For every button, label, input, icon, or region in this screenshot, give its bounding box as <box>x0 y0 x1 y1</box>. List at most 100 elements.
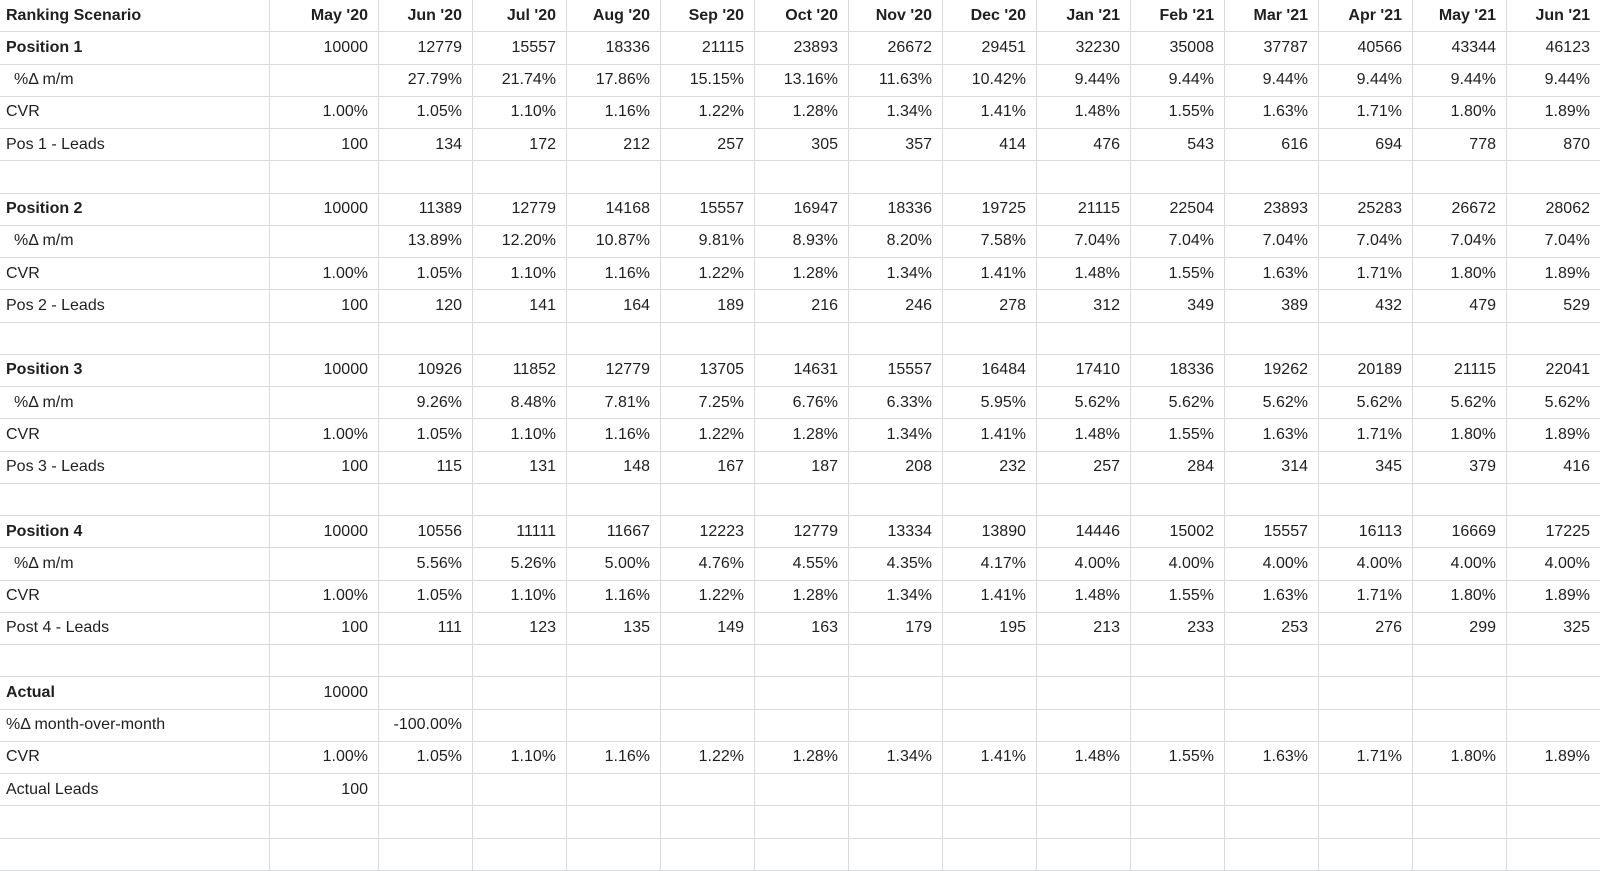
cell[interactable]: 1.28% <box>755 96 849 129</box>
cell[interactable]: 100 <box>270 129 379 162</box>
cell[interactable]: 5.62% <box>1131 387 1225 420</box>
cell[interactable] <box>943 322 1037 355</box>
cell[interactable]: 11389 <box>379 193 473 226</box>
cell[interactable]: 389 <box>1225 290 1319 323</box>
cell[interactable]: 22041 <box>1507 354 1600 387</box>
cell[interactable] <box>473 838 567 871</box>
cell[interactable]: 11111 <box>473 516 567 549</box>
cell[interactable]: 4.00% <box>1319 548 1413 581</box>
cell[interactable]: 5.62% <box>1507 387 1600 420</box>
cell[interactable] <box>755 838 849 871</box>
cell[interactable] <box>567 838 661 871</box>
row-label[interactable]: Position 3 <box>0 354 270 387</box>
cell[interactable]: 7.58% <box>943 225 1037 258</box>
cell[interactable] <box>943 774 1037 807</box>
cell[interactable] <box>661 483 755 516</box>
row-label[interactable]: Post 4 - Leads <box>0 612 270 645</box>
cell[interactable] <box>1037 677 1131 710</box>
cell[interactable] <box>567 483 661 516</box>
row-label[interactable]: CVR <box>0 580 270 613</box>
cell[interactable] <box>661 806 755 839</box>
cell[interactable] <box>567 709 661 742</box>
cell[interactable]: 9.44% <box>1037 64 1131 97</box>
cell[interactable]: 1.41% <box>943 419 1037 452</box>
cell[interactable]: 1.16% <box>567 96 661 129</box>
cell[interactable]: 253 <box>1225 612 1319 645</box>
cell[interactable]: 4.00% <box>1507 548 1600 581</box>
cell[interactable]: 414 <box>943 129 1037 162</box>
cell[interactable]: 1.55% <box>1131 580 1225 613</box>
cell[interactable] <box>473 806 567 839</box>
column-header[interactable]: Jul '20 <box>473 0 567 33</box>
row-label[interactable]: Actual <box>0 677 270 710</box>
cell[interactable]: 26672 <box>849 32 943 65</box>
cell[interactable]: 4.35% <box>849 548 943 581</box>
cell[interactable] <box>270 387 379 420</box>
cell[interactable] <box>1225 483 1319 516</box>
cell[interactable]: 305 <box>755 129 849 162</box>
column-header[interactable]: Apr '21 <box>1319 0 1413 33</box>
cell[interactable]: 1.34% <box>849 96 943 129</box>
cell[interactable] <box>473 677 567 710</box>
cell[interactable]: 187 <box>755 451 849 484</box>
cell[interactable]: 5.26% <box>473 548 567 581</box>
cell[interactable]: 432 <box>1319 290 1413 323</box>
cell[interactable]: 9.26% <box>379 387 473 420</box>
cell[interactable]: 1.34% <box>849 258 943 291</box>
cell[interactable] <box>1225 322 1319 355</box>
cell[interactable] <box>379 806 473 839</box>
cell[interactable] <box>1413 483 1507 516</box>
cell[interactable] <box>943 838 1037 871</box>
cell[interactable]: 1.10% <box>473 258 567 291</box>
cell[interactable]: 479 <box>1413 290 1507 323</box>
cell[interactable]: 213 <box>1037 612 1131 645</box>
cell[interactable]: 13.16% <box>755 64 849 97</box>
column-header[interactable]: May '21 <box>1413 0 1507 33</box>
cell[interactable] <box>661 838 755 871</box>
cell[interactable] <box>270 161 379 194</box>
cell[interactable] <box>849 322 943 355</box>
cell[interactable]: 1.22% <box>661 96 755 129</box>
cell[interactable]: 10926 <box>379 354 473 387</box>
cell[interactable]: 4.00% <box>1225 548 1319 581</box>
cell[interactable]: 7.04% <box>1413 225 1507 258</box>
cell[interactable]: 21115 <box>1037 193 1131 226</box>
cell[interactable]: 5.56% <box>379 548 473 581</box>
cell[interactable]: 115 <box>379 451 473 484</box>
cell[interactable]: 17410 <box>1037 354 1131 387</box>
cell[interactable] <box>1319 677 1413 710</box>
cell[interactable]: 14631 <box>755 354 849 387</box>
cell[interactable]: 13705 <box>661 354 755 387</box>
cell[interactable]: 7.25% <box>661 387 755 420</box>
cell[interactable]: 1.16% <box>567 580 661 613</box>
cell[interactable]: 4.00% <box>1131 548 1225 581</box>
cell[interactable]: 1.63% <box>1225 419 1319 452</box>
cell[interactable]: 284 <box>1131 451 1225 484</box>
cell[interactable]: 257 <box>1037 451 1131 484</box>
cell[interactable]: 10000 <box>270 677 379 710</box>
cell[interactable]: 1.10% <box>473 580 567 613</box>
cell[interactable]: 19262 <box>1225 354 1319 387</box>
cell[interactable]: 148 <box>567 451 661 484</box>
column-header[interactable]: Oct '20 <box>755 0 849 33</box>
cell[interactable]: 100 <box>270 612 379 645</box>
cell[interactable]: 1.16% <box>567 741 661 774</box>
cell[interactable] <box>1413 838 1507 871</box>
cell[interactable]: 208 <box>849 451 943 484</box>
cell[interactable]: 4.76% <box>661 548 755 581</box>
cell[interactable]: 1.80% <box>1413 258 1507 291</box>
cell[interactable]: 778 <box>1413 129 1507 162</box>
cell[interactable]: 1.48% <box>1037 419 1131 452</box>
cell[interactable]: 529 <box>1507 290 1600 323</box>
cell[interactable]: 18336 <box>1131 354 1225 387</box>
cell[interactable]: 1.05% <box>379 741 473 774</box>
cell[interactable] <box>1225 161 1319 194</box>
cell[interactable] <box>270 709 379 742</box>
cell[interactable] <box>270 225 379 258</box>
row-label[interactable]: CVR <box>0 96 270 129</box>
cell[interactable]: 870 <box>1507 129 1600 162</box>
cell[interactable]: 1.00% <box>270 419 379 452</box>
cell[interactable]: 1.55% <box>1131 419 1225 452</box>
cell[interactable]: 233 <box>1131 612 1225 645</box>
cell[interactable] <box>1507 806 1600 839</box>
